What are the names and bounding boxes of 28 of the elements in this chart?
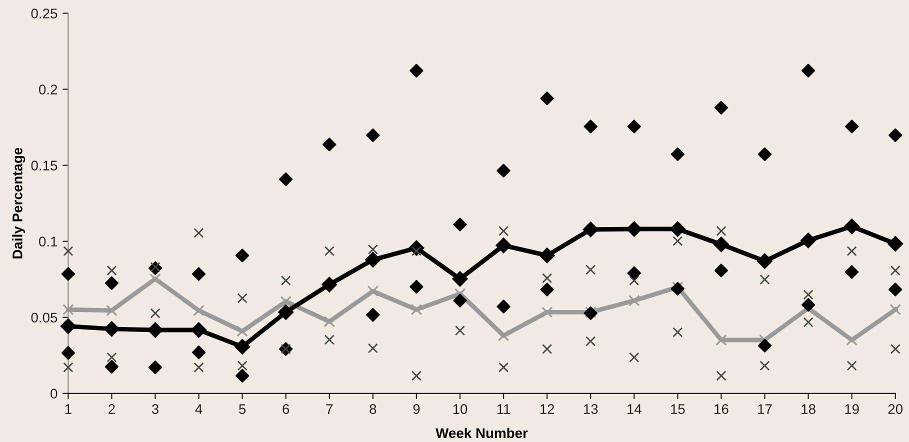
y-tick-label: 0.25 [31, 8, 58, 18]
y-tick-label: 0.05 [31, 312, 58, 323]
y-tick-label: 0.1 [38, 236, 58, 246]
x-tick-label: 7 [326, 404, 333, 414]
x-tick-label: 19 [845, 404, 859, 414]
x-tick-label: 11 [497, 404, 510, 414]
x-tick-label: 17 [758, 404, 772, 414]
x-tick-label: 20 [888, 404, 903, 414]
x-axis-title: Week Number [436, 428, 528, 438]
x-tick-label: 4 [195, 404, 202, 414]
x-tick-label: 6 [282, 404, 290, 414]
x-tick-label: 9 [413, 404, 420, 414]
x-tick-label: 3 [152, 404, 158, 414]
x-tick-label: 10 [453, 404, 468, 414]
x-tick-label: 8 [370, 404, 376, 414]
y-tick-label: 0 [50, 388, 58, 399]
x-tick-label: 13 [584, 404, 598, 414]
x-tick-label: 2 [108, 404, 115, 414]
y-axis-title: Daily Percentage [12, 148, 26, 258]
x-tick-label: 14 [627, 404, 642, 414]
x-tick-label: 18 [802, 404, 816, 414]
y-tick-label: 0.15 [31, 160, 58, 170]
x-tick-label: 1 [65, 404, 72, 414]
x-tick-label: 15 [671, 404, 685, 414]
y-tick-label: 0.2 [38, 84, 58, 94]
x-tick-label: 12 [540, 404, 554, 414]
x-tick-label: 5 [239, 404, 246, 414]
x-tick-label: 16 [714, 404, 728, 414]
